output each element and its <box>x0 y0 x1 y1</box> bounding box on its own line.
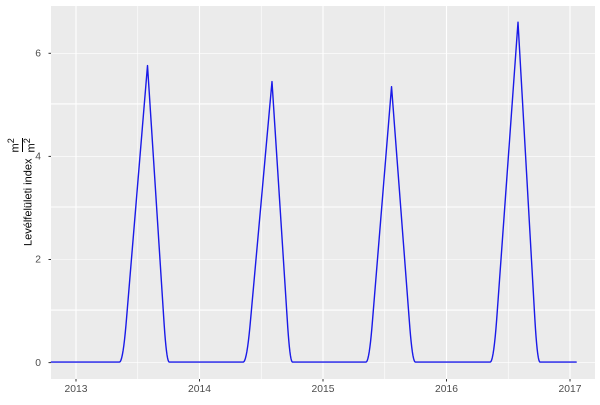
svg-text:2016: 2016 <box>435 384 458 395</box>
svg-text:0: 0 <box>35 358 41 369</box>
svg-text:2017: 2017 <box>559 384 582 395</box>
svg-text:2014: 2014 <box>188 384 211 395</box>
svg-text:2015: 2015 <box>312 384 335 395</box>
svg-text:2013: 2013 <box>65 384 88 395</box>
svg-text:2: 2 <box>35 255 41 266</box>
svg-text:4: 4 <box>35 152 41 163</box>
svg-text:6: 6 <box>35 49 41 60</box>
